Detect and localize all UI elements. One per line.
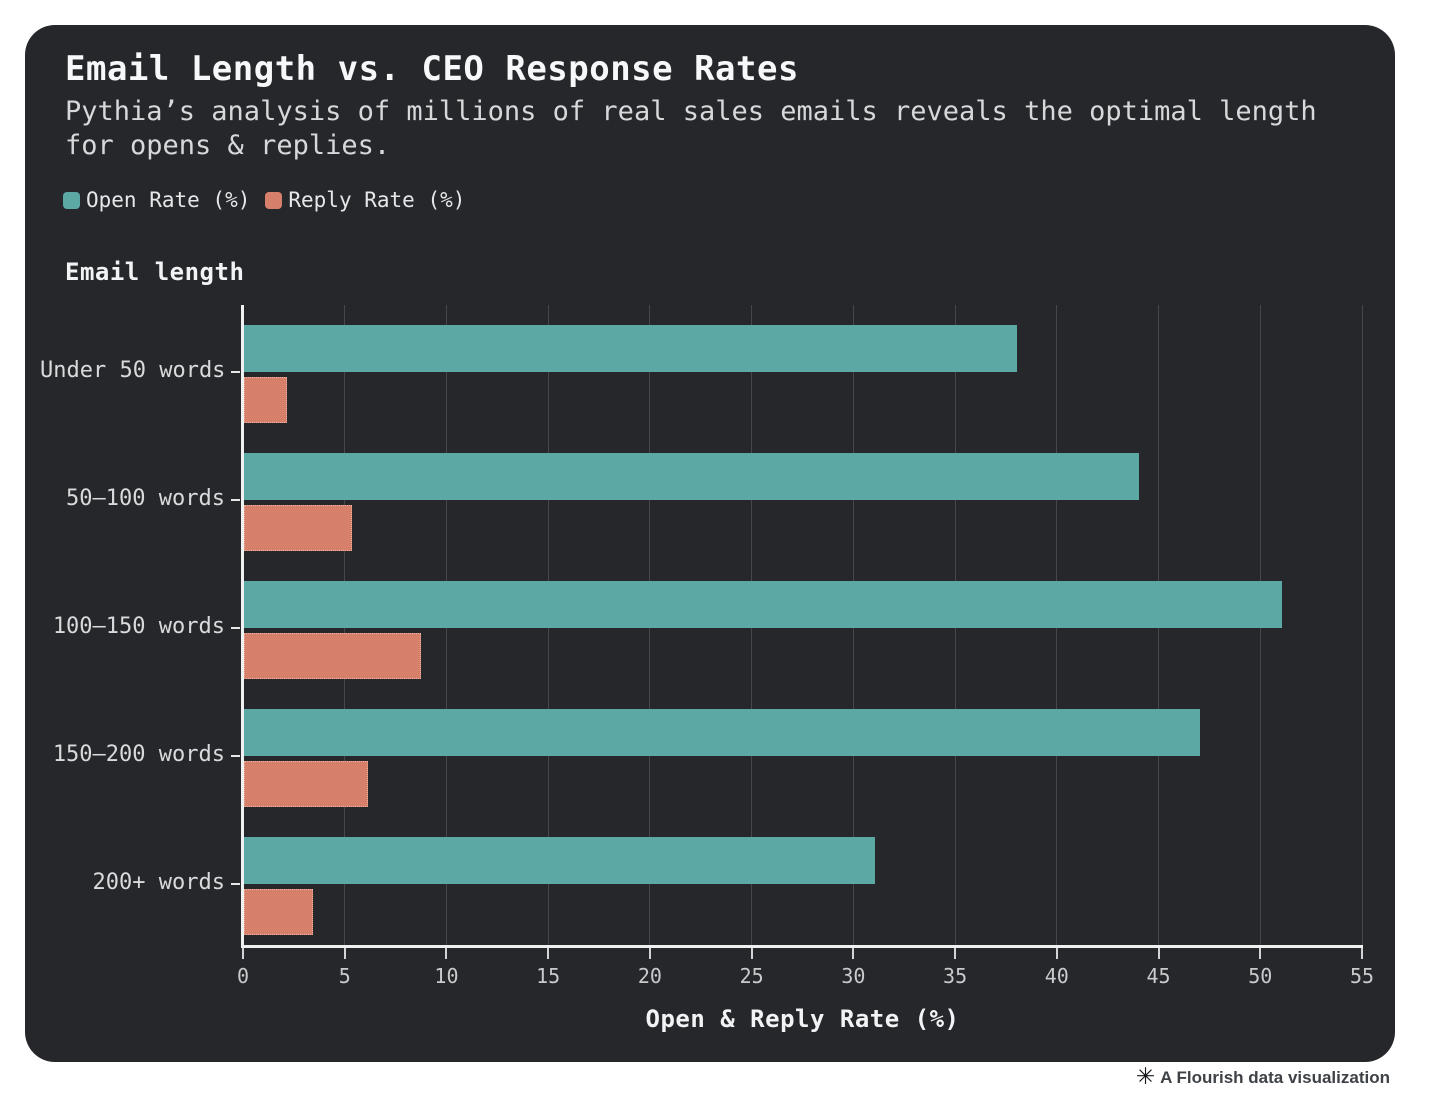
x-tick-label-50: 50: [1248, 964, 1273, 988]
plot-area: [241, 305, 1363, 945]
x-tick-mark-10: [445, 948, 448, 959]
flourish-credit-link[interactable]: ✳ A Flourish data visualization: [1136, 1066, 1390, 1089]
x-axis: 0 5 10 15 20 25 30 35 40 45 50 55: [237, 945, 1374, 1005]
bar-reply-rate[interactable]: [244, 761, 369, 807]
flourish-credit-text: A Flourish data visualization: [1160, 1067, 1390, 1087]
x-tick-label-10: 10: [434, 964, 459, 988]
group-axis-label: Email length: [65, 258, 245, 286]
category-tick-mark: [231, 499, 240, 501]
bar-open-rate[interactable]: [244, 837, 875, 884]
x-tick-mark-0: [242, 948, 244, 959]
x-tick-mark-5: [343, 948, 346, 959]
bar-open-rate[interactable]: [244, 709, 1201, 756]
category-tick-mark: [231, 371, 240, 373]
legend-item-label: Open Rate (%): [86, 188, 251, 212]
category-label: 200+ words: [92, 870, 225, 895]
bar-chart: 0 5 10 15 20 25 30 35 40 45 50 55 Open & Reply Rate…: [40, 305, 1395, 1045]
x-tick-mark-25: [750, 948, 753, 959]
legend-item-label: Reply Rate (%): [288, 188, 466, 212]
category-tick-mark: [231, 755, 240, 757]
x-tick-label-45: 45: [1146, 964, 1171, 988]
x-tick-mark-30: [852, 948, 855, 959]
category-tick-mark: [231, 883, 240, 885]
bar-reply-rate[interactable]: [244, 377, 287, 423]
category-tick-mark: [231, 627, 240, 629]
x-tick-mark-35: [954, 948, 957, 959]
flourish-asterisk-icon: ✳: [1135, 1064, 1156, 1090]
legend-item[interactable]: Reply Rate (%): [265, 188, 465, 212]
x-tick-mark-40: [1055, 948, 1058, 959]
x-axis-line: [241, 945, 1363, 948]
x-tick-label-30: 30: [841, 964, 866, 988]
bar-open-rate[interactable]: [244, 325, 1018, 372]
chart-card: Email Length vs. CEO Response Rates Pyth…: [25, 25, 1395, 1062]
x-tick-label-5: 5: [338, 964, 351, 988]
bar-open-rate[interactable]: [244, 581, 1282, 628]
x-tick-label-15: 15: [536, 964, 561, 988]
bar-reply-rate[interactable]: [244, 633, 421, 679]
bar-reply-rate[interactable]: [244, 889, 314, 935]
x-tick-mark-50: [1259, 948, 1262, 959]
category-label: 100–150 words: [52, 614, 225, 639]
legend-swatch-icon: [63, 191, 80, 209]
x-tick-mark-45: [1157, 948, 1160, 959]
chart-title: Email Length vs. CEO Response Rates: [65, 49, 799, 89]
legend-item[interactable]: Open Rate (%): [63, 188, 250, 212]
x-tick-mark-20: [648, 948, 651, 959]
x-tick-label-35: 35: [943, 964, 968, 988]
category-label: 150–200 words: [52, 742, 225, 767]
legend: Open Rate (%) Reply Rate (%): [63, 188, 465, 212]
x-tick-label-20: 20: [637, 964, 662, 988]
category-label: Under 50 words: [40, 358, 226, 383]
gridline-55: [1361, 305, 1363, 945]
legend-swatch-icon: [265, 191, 283, 209]
chart-subtitle: Pythia’s analysis of millions of real sa…: [65, 96, 1317, 161]
x-axis-title: Open & Reply Rate (%): [645, 1005, 960, 1033]
x-tick-label-55: 55: [1349, 964, 1375, 988]
bar-reply-rate[interactable]: [244, 505, 352, 551]
category-label: 50–100 words: [66, 486, 225, 511]
x-tick-label-25: 25: [739, 964, 764, 988]
x-tick-label-0: 0: [236, 964, 250, 988]
y-axis-line: [241, 305, 244, 945]
x-tick-mark-15: [547, 948, 550, 959]
bar-open-rate[interactable]: [244, 453, 1140, 500]
x-tick-label-40: 40: [1044, 964, 1069, 988]
x-tick-mark-55: [1361, 948, 1363, 959]
